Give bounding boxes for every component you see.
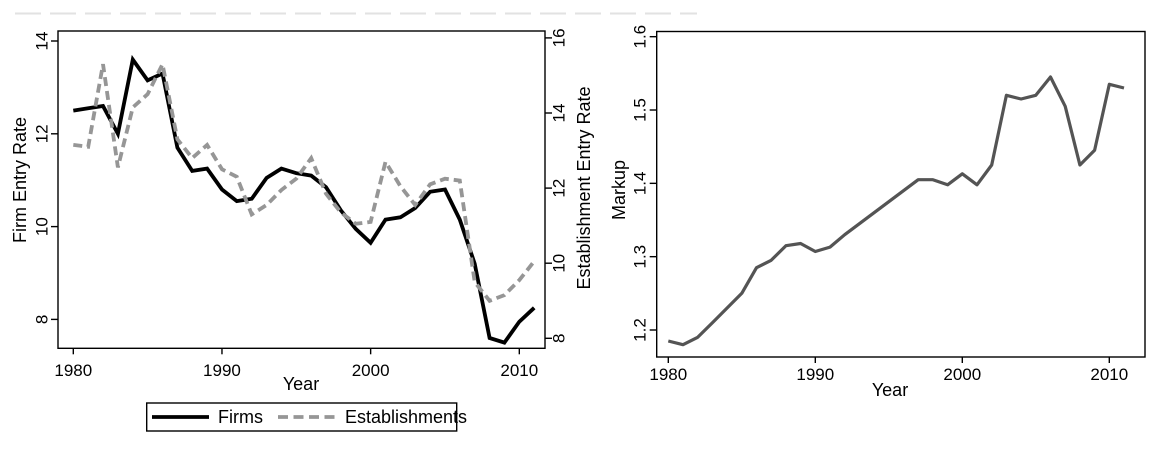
markup-line [667, 75, 1125, 347]
right-y-tick-label: 12 [550, 179, 569, 198]
left-y-tick-label: 8 [33, 315, 52, 324]
x-axis-title: Year [283, 374, 319, 394]
plot-border [57, 30, 546, 349]
y-tick-label: 1.2 [631, 318, 650, 342]
left-y-axis-title: Firm Entry Rate [10, 117, 30, 243]
x-tick-label: 2000 [943, 365, 981, 384]
firms-legend-label: Firms [218, 407, 263, 427]
x-tick-label: 1990 [203, 361, 241, 380]
left-y-tick-label: 12 [33, 124, 52, 143]
x-tick-label: 2010 [1090, 365, 1128, 384]
right-y-tick-label: 16 [550, 28, 569, 47]
entry-rate-chart: 1980 1990 2000 2010 8 10 12 14 8 10 12 14 16 Firm Ent… [10, 28, 594, 432]
x-tick-label: 1980 [54, 361, 92, 380]
y-tick-label: 1.4 [631, 172, 650, 196]
x-axis-title: Year [872, 380, 908, 400]
y-tick-label: 1.5 [631, 98, 650, 122]
x-tick-label: 2010 [500, 361, 538, 380]
x-tick-label: 1980 [649, 365, 687, 384]
left-y-tick-label: 10 [33, 217, 52, 236]
right-y-tick-label: 14 [550, 104, 569, 123]
x-tick-label: 2000 [352, 361, 390, 380]
legend-border [145, 402, 458, 432]
firms-line [73, 54, 536, 345]
establishments-line [73, 58, 536, 304]
right-y-tick-label: 10 [550, 254, 569, 273]
left-y-tick-label: 14 [33, 32, 52, 51]
plot-border [656, 30, 1146, 358]
legend: Firms Establishments [145, 402, 467, 432]
establishments-legend-label: Establishments [345, 407, 467, 427]
y-tick-label: 1.6 [631, 25, 650, 49]
x-tick-label: 1990 [796, 365, 834, 384]
right-y-tick-label: 8 [550, 334, 569, 343]
y-axis-title: Markup [609, 160, 629, 220]
markup-chart: 1980 1990 2000 2010 1.2 1.3 1.4 1.5 1.6 Markup Yea… [609, 25, 1146, 400]
y-tick-label: 1.3 [631, 245, 650, 269]
right-y-axis-title: Establishment Entry Rate [574, 86, 594, 289]
